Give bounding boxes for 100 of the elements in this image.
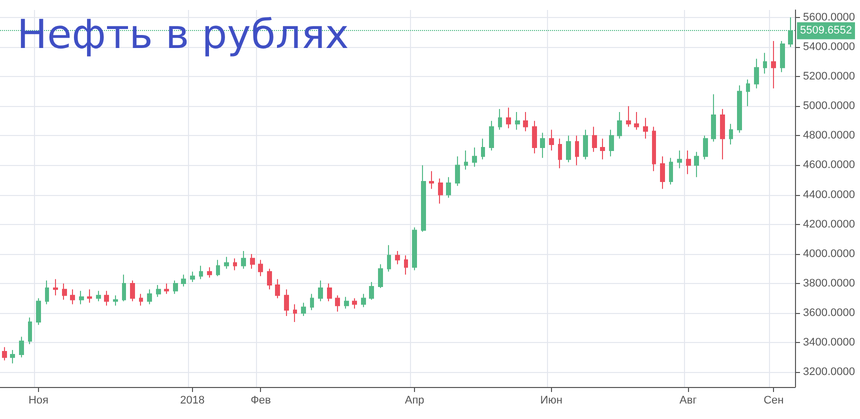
candlestick	[566, 135, 571, 163]
candlestick	[472, 146, 477, 168]
candlestick	[173, 280, 178, 294]
candlestick	[344, 296, 349, 310]
candlestick	[438, 178, 443, 204]
candlestick	[583, 129, 588, 160]
candlestick	[335, 294, 340, 312]
candlestick	[36, 298, 41, 326]
candlestick	[28, 317, 32, 345]
candlestick	[780, 40, 785, 73]
y-tick-label: 3600.0000	[803, 307, 855, 320]
candlestick	[711, 94, 716, 142]
candlestick	[267, 268, 272, 290]
candlestick	[558, 138, 562, 169]
candlestick	[540, 132, 545, 158]
x-tick-label: Авг	[680, 394, 697, 406]
candlestick	[70, 288, 75, 305]
candlestick	[754, 58, 759, 89]
candlestick	[634, 112, 639, 130]
candlestick	[609, 129, 614, 157]
candlestick	[293, 304, 297, 322]
candlestick	[378, 264, 383, 288]
candlestick	[301, 302, 306, 317]
candlestick	[532, 120, 537, 154]
candlestick	[233, 258, 237, 271]
candlestick	[224, 256, 229, 270]
candlestick	[729, 123, 733, 146]
candlestick	[549, 129, 554, 151]
candlestick	[139, 293, 143, 306]
candlestick	[404, 254, 408, 276]
candlestick	[429, 170, 434, 190]
candlestick	[446, 176, 451, 198]
candlestick	[720, 108, 725, 160]
candlestick	[113, 294, 118, 306]
candlestick	[464, 150, 468, 170]
candlestick	[258, 259, 263, 277]
candlestick	[395, 250, 400, 265]
y-tick-label: 5200.0000	[803, 70, 855, 83]
candlestick	[122, 274, 126, 302]
y-tick-label: 4600.0000	[803, 159, 855, 172]
candlestick	[190, 271, 195, 283]
candlestick	[130, 280, 135, 302]
candlestick	[284, 288, 289, 317]
candlestick	[412, 226, 417, 271]
candlestick	[515, 112, 520, 130]
candlestick	[746, 78, 750, 107]
candlestick	[694, 151, 699, 178]
candlestick	[104, 290, 109, 306]
candlestick	[10, 350, 15, 364]
candlestick	[489, 120, 494, 151]
candlestick	[592, 126, 597, 152]
candlestick	[96, 290, 101, 302]
candlestick	[660, 156, 665, 190]
candlestick	[498, 108, 502, 130]
candlestick	[643, 117, 648, 140]
candlestick	[600, 138, 605, 160]
x-tick-label: 2018	[180, 394, 205, 406]
candlestick	[250, 253, 255, 270]
candlestick	[310, 293, 314, 311]
candlestick	[523, 112, 528, 132]
candlestick	[2, 346, 7, 361]
candlestick	[147, 288, 152, 305]
candlestick	[737, 84, 742, 134]
candlestick	[421, 164, 426, 232]
candlestick	[575, 135, 579, 166]
candlestick	[45, 280, 49, 305]
candlestick	[164, 283, 169, 294]
candlestick	[79, 290, 84, 305]
candlestick	[677, 150, 682, 169]
candlestick	[199, 265, 203, 280]
ref-line-label: 5509.6552	[800, 24, 852, 37]
y-tick-label: 3800.0000	[803, 278, 855, 290]
candlestick	[318, 280, 323, 302]
candlestick	[669, 157, 673, 185]
candlestick	[181, 274, 186, 287]
candlestick	[156, 284, 161, 298]
candlestick	[62, 283, 67, 300]
x-tick-label: Сен	[764, 394, 784, 406]
y-tick-label: 5600.0000	[803, 11, 855, 24]
y-tick-label: 3400.0000	[803, 336, 855, 349]
y-tick-label: 4000.0000	[803, 248, 855, 260]
candlestick	[617, 112, 622, 140]
candlestick	[275, 278, 280, 299]
y-tick-label: 4400.0000	[803, 188, 855, 201]
candlestick	[19, 336, 24, 358]
candlestick	[241, 250, 246, 270]
candlestick	[387, 244, 391, 272]
candlestick	[626, 106, 631, 128]
x-tick-label: Фев	[250, 394, 272, 406]
x-tick-label: Апр	[404, 394, 424, 406]
candlestick	[763, 52, 767, 74]
candlestick	[352, 298, 357, 310]
candlestick	[369, 282, 374, 300]
y-tick-label: 3200.0000	[803, 366, 855, 378]
y-tick-label: 5400.0000	[803, 40, 855, 53]
candlestick	[506, 107, 511, 129]
candlestick	[481, 138, 485, 160]
candlestick	[771, 40, 776, 89]
chart-title: Нефть в рублях	[17, 12, 349, 58]
candlestick	[652, 126, 656, 172]
